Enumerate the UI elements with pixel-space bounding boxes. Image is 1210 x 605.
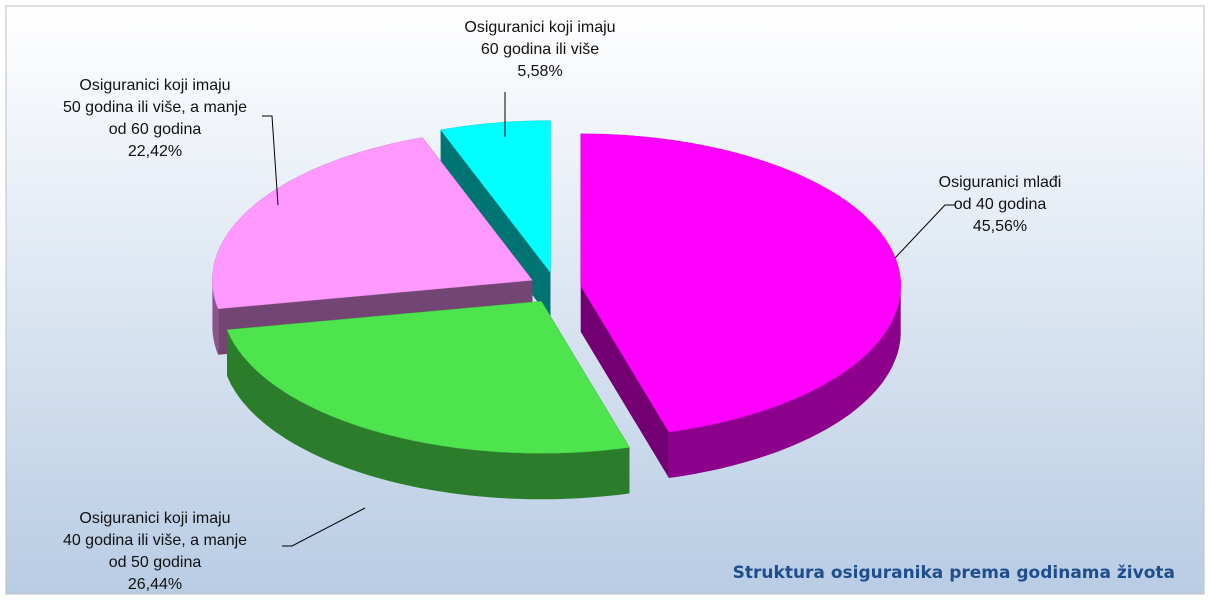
slice bbox=[440, 120, 551, 274]
slice bbox=[580, 133, 901, 433]
slice-side bbox=[580, 285, 669, 478]
value-label: 26,44% bbox=[128, 576, 182, 593]
slice-label: od 40 godina bbox=[954, 196, 1047, 213]
slice-label: Osiguranici koji imaju bbox=[79, 510, 230, 527]
slice-label: Osiguranici koji imaju bbox=[79, 77, 230, 94]
leader-line bbox=[894, 204, 955, 259]
slice-label: 60 godina ili više bbox=[481, 41, 599, 58]
slice-label: 50 godina ili više, a manje bbox=[63, 99, 247, 116]
slice-wall bbox=[212, 280, 219, 355]
slice bbox=[212, 137, 533, 310]
value-label: 22,42% bbox=[128, 143, 182, 160]
leader-line bbox=[262, 115, 279, 206]
leader-line bbox=[282, 507, 366, 547]
slice-label: od 60 godina bbox=[109, 121, 202, 138]
slice-label: Osiguranici mlađi bbox=[939, 174, 1062, 191]
slice-label: 40 godina ili više, a manje bbox=[63, 532, 247, 549]
value-label: 5,58% bbox=[517, 63, 562, 80]
chart-title: Struktura osiguranika prema godinama živ… bbox=[733, 563, 1175, 583]
slice-label: od 50 godina bbox=[109, 554, 202, 571]
slice bbox=[226, 301, 630, 454]
slice-wall bbox=[668, 285, 901, 478]
value-label: 45,56% bbox=[973, 218, 1027, 235]
slice-label: Osiguranici koji imaju bbox=[464, 19, 615, 36]
slice-wall bbox=[227, 329, 630, 500]
